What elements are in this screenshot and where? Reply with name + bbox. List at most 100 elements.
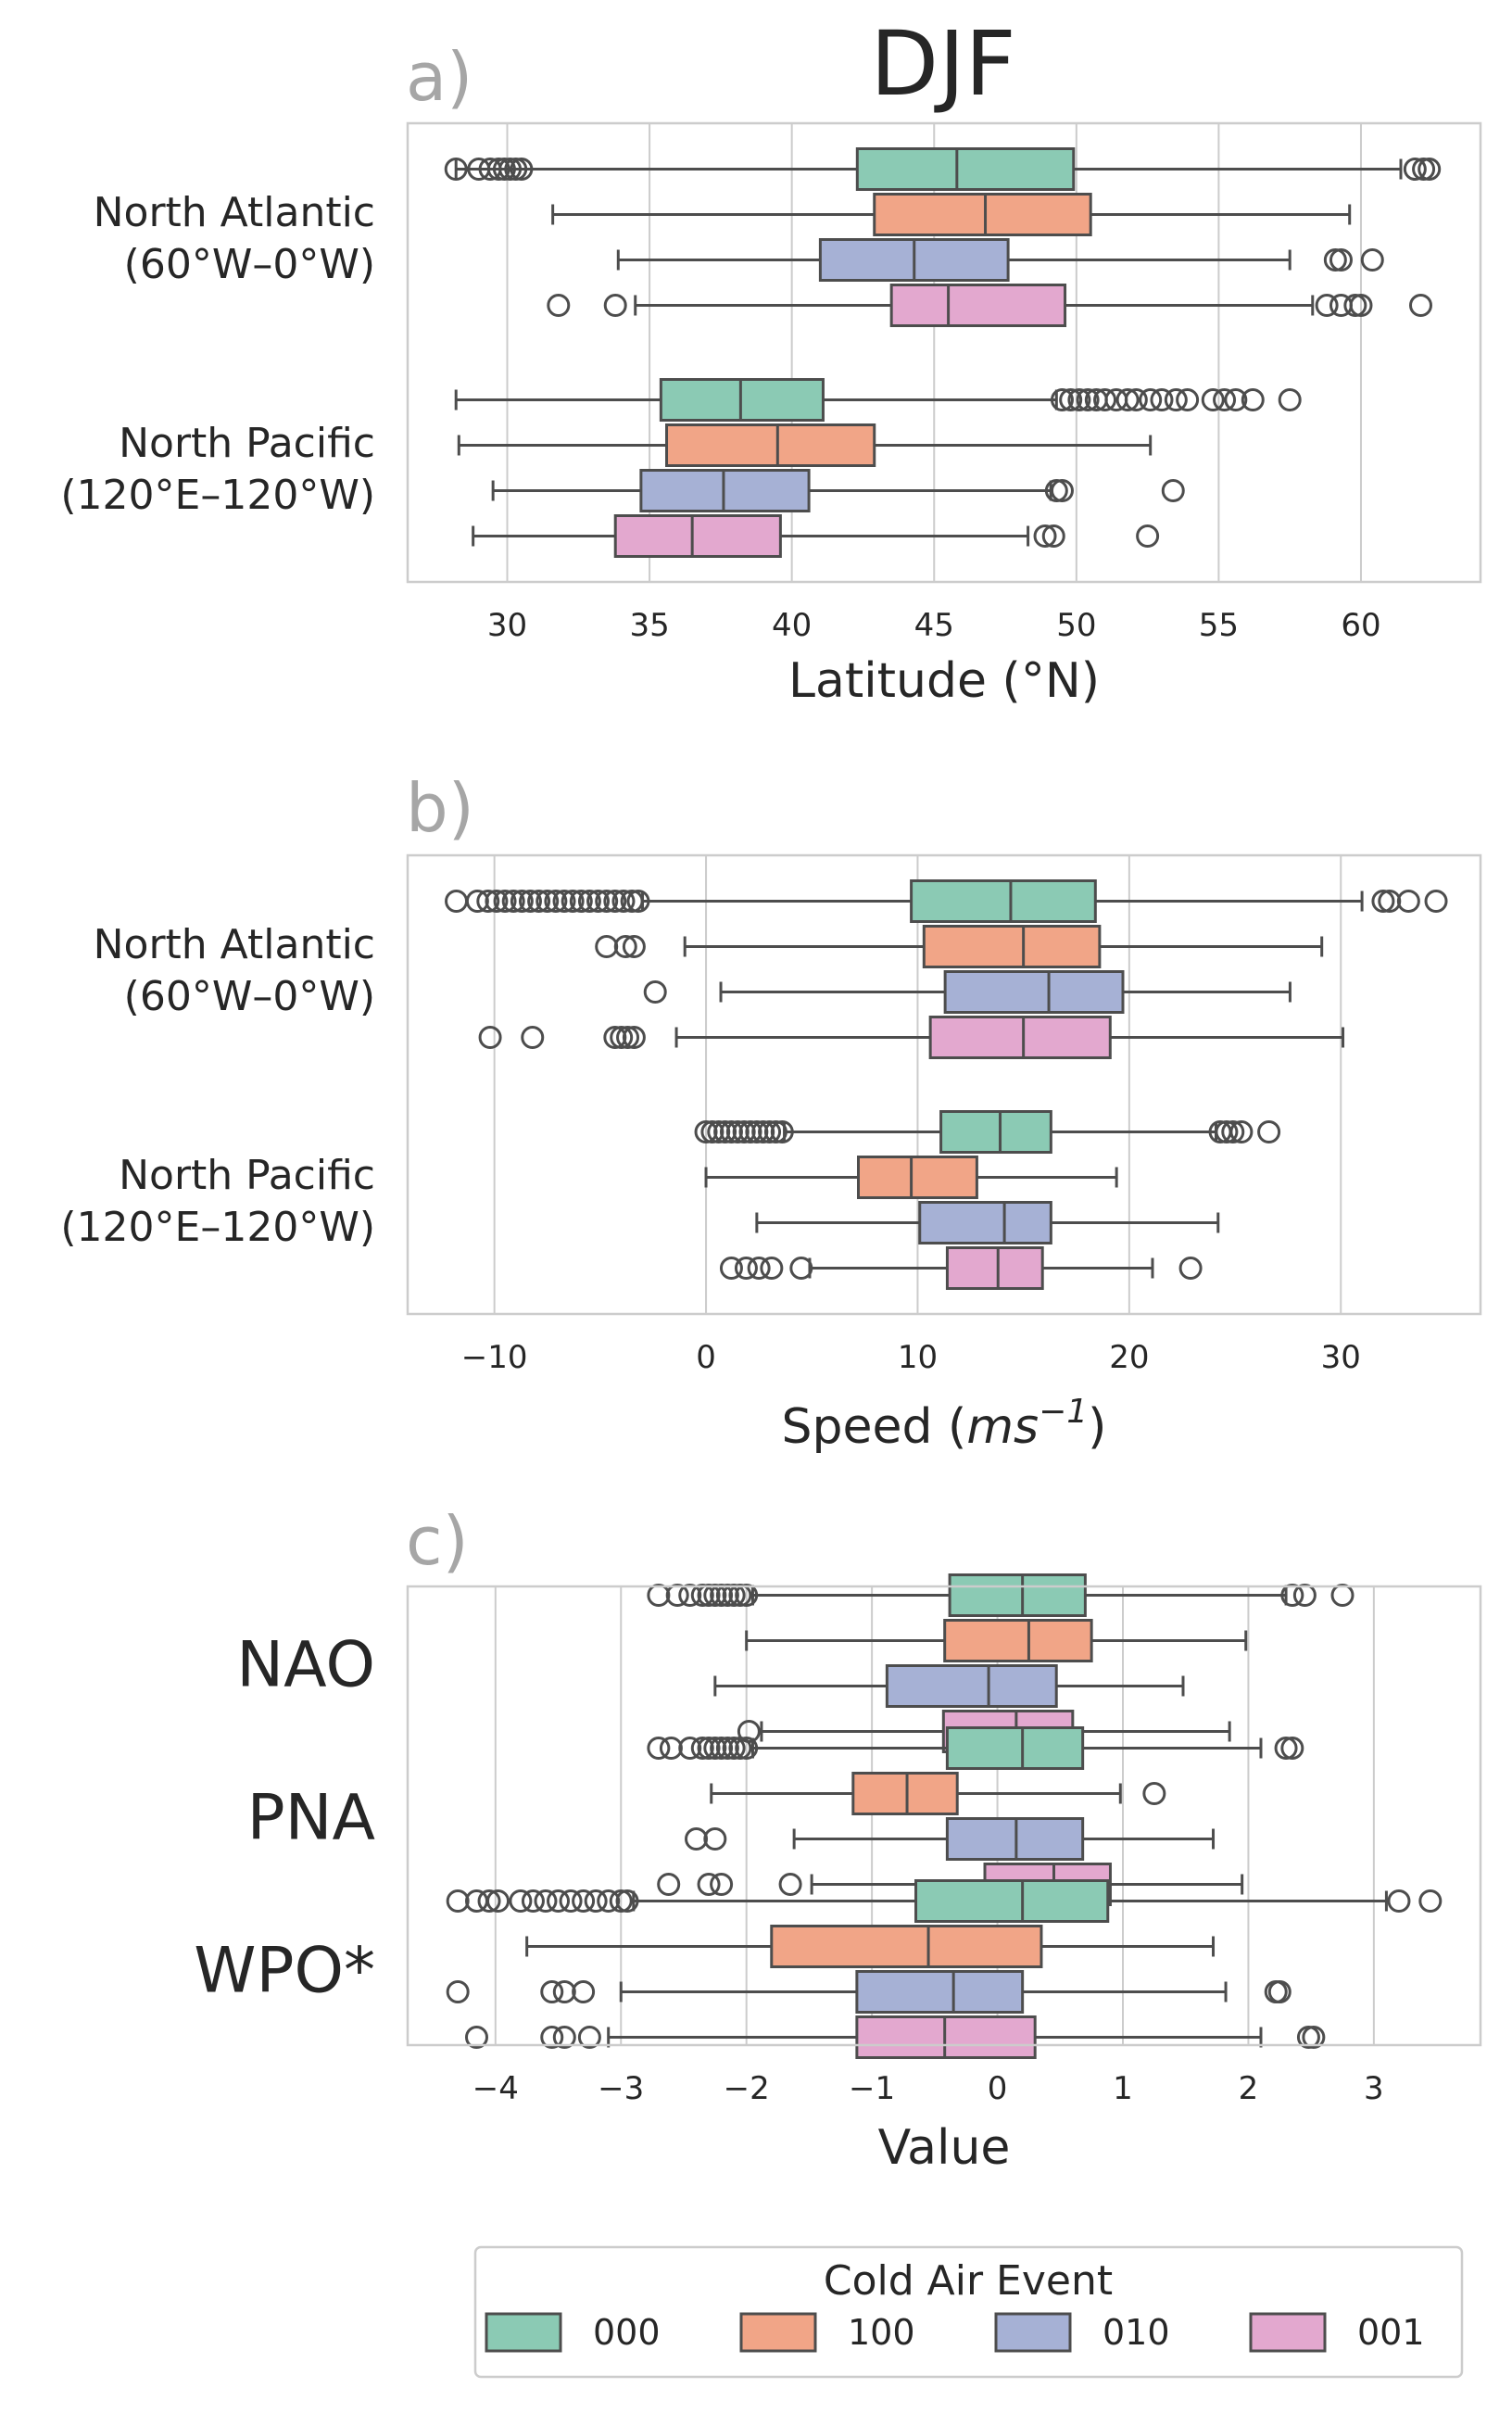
b-flier-0-0-9 bbox=[536, 890, 560, 913]
c-flier-2-0-0 bbox=[446, 1889, 470, 1913]
b-flier-1-0-12 bbox=[770, 1120, 794, 1143]
a-box-0-000 bbox=[855, 147, 1076, 191]
b-box-group-1-010 bbox=[755, 1201, 1220, 1244]
c-flier-1-0-6 bbox=[710, 1737, 734, 1760]
a-box-1-000 bbox=[659, 378, 825, 422]
c-flier-0-0-12 bbox=[1292, 1584, 1317, 1607]
b-flier-1-3-1 bbox=[734, 1257, 758, 1280]
a-flier-0-0-9 bbox=[1412, 158, 1436, 181]
c-flier-2-0-5 bbox=[521, 1889, 545, 1913]
c-flier-1-0-3 bbox=[690, 1737, 714, 1760]
c-xtick-label-5: 1 bbox=[1113, 2070, 1133, 2107]
c-box-group-1-100 bbox=[710, 1772, 1166, 1815]
c-flier-1-3-0 bbox=[657, 1873, 681, 1896]
b-flier-0-3-5 bbox=[622, 1026, 646, 1049]
c-flier-1-2-0 bbox=[685, 1827, 709, 1851]
b-flier-0-0-19 bbox=[620, 890, 644, 913]
a-flier-1-2-1 bbox=[1050, 479, 1074, 502]
c-xtick-label-2: −2 bbox=[724, 2070, 770, 2107]
a-xtick-label-6: 60 bbox=[1341, 607, 1380, 644]
c-xtick-label-4: 0 bbox=[988, 2070, 1008, 2107]
c-flier-2-0-2 bbox=[477, 1889, 501, 1913]
c-flier-1-3-3 bbox=[778, 1873, 802, 1896]
c-box-group-1-010 bbox=[685, 1817, 1216, 1861]
a-flier-0-2-2 bbox=[1360, 248, 1384, 272]
a-flier-1-0-12 bbox=[1176, 388, 1200, 411]
a-box-1-100 bbox=[665, 423, 876, 467]
c-box-0-010 bbox=[885, 1664, 1058, 1708]
c-flier-2-2-5 bbox=[1267, 1980, 1292, 2003]
c-xtick-label-1: −3 bbox=[598, 2070, 644, 2107]
a-category-label-1-line-0: North Pacific bbox=[119, 420, 375, 467]
c-box-1-100 bbox=[851, 1772, 959, 1815]
a-flier-1-0-13 bbox=[1201, 388, 1225, 411]
panel-c-letter: c) bbox=[406, 1502, 469, 1580]
c-flier-2-2-1 bbox=[540, 1980, 564, 2003]
legend-title: Cold Air Event bbox=[824, 2257, 1113, 2305]
panel-c-indices: c) −4 −3 −2 −1 0 1 2 3 NAO PNA WPO* Value bbox=[194, 1502, 1482, 2176]
b-box-0-100 bbox=[922, 925, 1102, 968]
panel-a-frame bbox=[406, 121, 1482, 584]
c-box-group-2-000 bbox=[446, 1879, 1443, 1923]
c-box-group-0-000 bbox=[647, 1573, 1354, 1617]
b-flier-0-0-20 bbox=[626, 890, 650, 913]
b-category-label-1-line-1: (120°E–120°W) bbox=[60, 1204, 375, 1251]
b-flier-1-3-5 bbox=[1178, 1257, 1203, 1280]
c-xtick-label-7: 3 bbox=[1364, 2070, 1384, 2107]
c-flier-1-0-1 bbox=[659, 1737, 683, 1760]
a-flier-0-2-1 bbox=[1329, 248, 1353, 272]
b-xtick-label-3: 20 bbox=[1109, 1339, 1149, 1376]
panel-b-xlabel: Speed (ms−1) bbox=[782, 1393, 1107, 1455]
a-flier-1-3-0 bbox=[1033, 524, 1057, 548]
b-flier-0-0-24 bbox=[1424, 890, 1448, 913]
b-flier-0-0-18 bbox=[611, 890, 636, 913]
b-flier-0-0-13 bbox=[569, 890, 593, 913]
a-flier-0-3-0 bbox=[547, 294, 571, 317]
panel-a-boxes bbox=[444, 147, 1442, 558]
panel-b-speed: b) −10 0 10 20 30 North Atlantic (60°W–0°W)No… bbox=[60, 769, 1482, 1455]
legend-label-010: 010 bbox=[1102, 2312, 1170, 2353]
panel-a-xlabel: Latitude (°N) bbox=[788, 653, 1100, 709]
c-box-2-010 bbox=[855, 1970, 1025, 2014]
c-flier-2-0-8 bbox=[559, 1889, 583, 1913]
c-flier-0-0-0 bbox=[647, 1584, 671, 1607]
b-category-label-0: North Atlantic (60°W–0°W) bbox=[94, 921, 375, 1020]
c-flier-0-0-1 bbox=[665, 1584, 689, 1607]
legend-swatch-010 bbox=[994, 2312, 1072, 2353]
b-box-group-0-100 bbox=[595, 925, 1324, 968]
b-flier-0-0-17 bbox=[603, 890, 627, 913]
c-box-group-1-000 bbox=[647, 1726, 1304, 1770]
a-flier-1-3-2 bbox=[1136, 524, 1160, 548]
b-flier-0-0-6 bbox=[510, 890, 534, 913]
c-flier-2-0-11 bbox=[597, 1889, 621, 1913]
b-box-0-001 bbox=[928, 1016, 1112, 1059]
a-flier-1-0-14 bbox=[1213, 388, 1237, 411]
b-box-group-0-010 bbox=[643, 970, 1292, 1014]
panel-b-categories: North Atlantic (60°W–0°W) North Pacific (12… bbox=[60, 921, 375, 1251]
c-flier-2-0-13 bbox=[615, 1889, 639, 1913]
c-flier-0-0-13 bbox=[1330, 1584, 1354, 1607]
c-box-group-2-001 bbox=[464, 2015, 1326, 2059]
a-flier-0-0-10 bbox=[1418, 158, 1442, 181]
c-category-label-2: WPO* bbox=[194, 1934, 375, 2007]
a-category-label-1: North Pacific (120°E–120°W) bbox=[60, 420, 375, 519]
b-flier-1-0-15 bbox=[1221, 1120, 1245, 1143]
c-box-0-100 bbox=[943, 1619, 1093, 1662]
b-flier-0-0-3 bbox=[485, 890, 509, 913]
a-flier-0-3-2 bbox=[1315, 294, 1339, 317]
a-flier-0-0-6 bbox=[504, 158, 528, 181]
c-box-0-000 bbox=[948, 1573, 1087, 1617]
b-category-label-1-line-0: North Pacific bbox=[119, 1152, 375, 1199]
a-category-label-0-line-0: North Atlantic bbox=[94, 189, 375, 236]
a-flier-1-0-15 bbox=[1224, 388, 1248, 411]
panel-b-frame bbox=[406, 853, 1482, 1316]
b-box-group-0-000 bbox=[445, 879, 1448, 923]
c-flier-1-0-7 bbox=[715, 1737, 739, 1760]
c-flier-0-0-5 bbox=[703, 1584, 727, 1607]
c-flier-2-3-3 bbox=[577, 2026, 601, 2049]
c-flier-1-0-9 bbox=[728, 1737, 752, 1760]
c-flier-2-0-14 bbox=[1387, 1889, 1411, 1913]
a-flier-1-3-1 bbox=[1041, 524, 1065, 548]
a-flier-0-2-0 bbox=[1323, 248, 1347, 272]
c-box-group-2-010 bbox=[446, 1970, 1292, 2014]
